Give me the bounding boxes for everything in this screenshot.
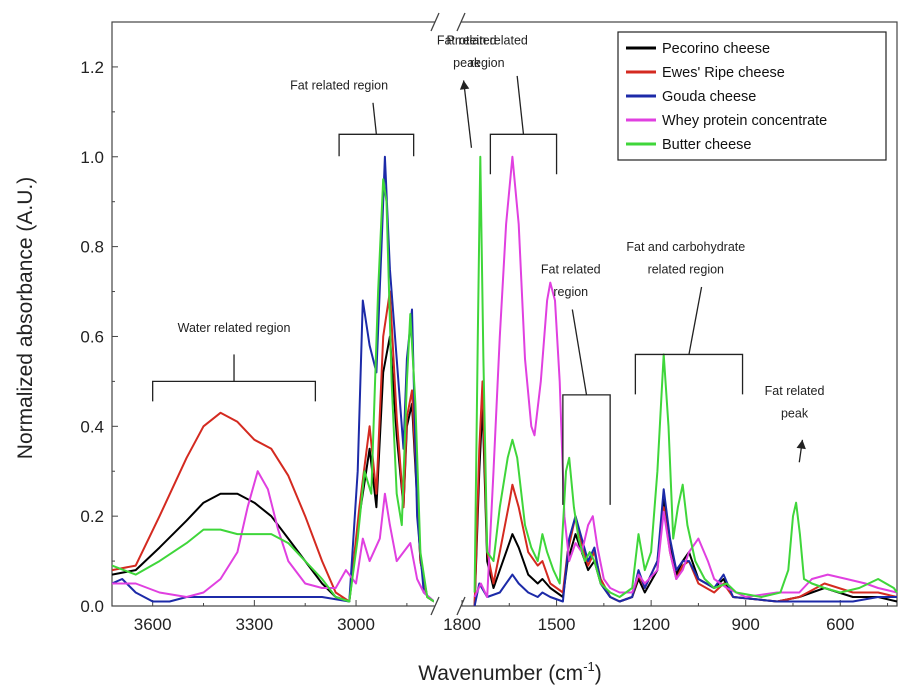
region-bracket <box>152 380 317 402</box>
bracket-leader <box>688 286 703 355</box>
axis-break-marks <box>430 12 466 616</box>
series-line <box>473 380 898 606</box>
y-axis-title: Normalized absorbance (A.U.) <box>14 177 37 459</box>
arrow-line <box>462 80 473 148</box>
bracket-leader <box>516 75 525 135</box>
annotation-label: region <box>553 285 588 299</box>
annotation-label: related region <box>648 263 724 277</box>
annotation-brackets <box>152 75 806 505</box>
x-axis-title-end: ) <box>595 662 602 685</box>
annotation-labels: Water related region Fat related region Fa… <box>178 33 825 420</box>
axis-ticks: 0.0 0.2 0.4 0.6 0.8 1.0 1.2 3600 3300 3000 1800 150… <box>80 58 889 634</box>
axis-break-slash <box>430 12 440 32</box>
legend-label: Gouda cheese <box>662 89 756 105</box>
annotation-label: Fat related <box>765 384 825 398</box>
x-tick-label: 1800 <box>443 615 481 634</box>
x-axis-title-main: Wavenumber (cm <box>418 662 583 685</box>
x-tick-label: 3300 <box>235 615 273 634</box>
annotation-label: Fat and carbohydrate <box>626 240 745 254</box>
y-tick-label: 0.8 <box>80 238 104 257</box>
y-tick-label: 1.2 <box>80 58 104 77</box>
arrow-head <box>796 439 806 450</box>
axis-break-slash <box>430 596 440 616</box>
legend-label: Butter cheese <box>662 137 751 153</box>
x-axis-gap-top <box>435 14 461 30</box>
series-line <box>473 155 898 598</box>
legend-label: Whey protein concentrate <box>662 113 827 129</box>
y-tick-label: 0.4 <box>80 417 104 436</box>
legend-label: Ewes' Ripe cheese <box>662 65 785 81</box>
legend-label: Pecorino cheese <box>662 41 770 57</box>
x-axis-title: Wavenumber (cm-1) <box>418 659 602 685</box>
region-bracket <box>338 133 415 157</box>
x-axis-title-sup: -1 <box>583 659 595 674</box>
axis-break-slash <box>456 12 466 32</box>
region-bracket <box>489 133 558 175</box>
y-tick-label: 0.0 <box>80 597 104 616</box>
annotation-label: Protein related <box>447 33 528 47</box>
y-tick-label: 1.0 <box>80 148 104 167</box>
annotation-label: peak <box>453 56 481 70</box>
annotation-label: peak <box>781 406 809 420</box>
series-3 <box>112 155 898 603</box>
x-tick-label: 900 <box>732 615 760 634</box>
y-tick-label: 0.2 <box>80 507 104 526</box>
plot-area-border <box>111 21 898 607</box>
axis-break-slash <box>456 596 466 616</box>
series-group <box>112 155 898 606</box>
x-tick-label: 600 <box>826 615 854 634</box>
series-line <box>112 178 434 603</box>
annotation-label: Water related region <box>178 321 291 335</box>
region-bracket <box>634 353 744 395</box>
x-tick-label: 1200 <box>632 615 670 634</box>
arrow-head <box>459 80 470 90</box>
series-line <box>112 290 434 603</box>
annotation-label: Fat related region <box>290 78 388 92</box>
legend-box <box>617 31 887 161</box>
bracket-leader <box>571 309 588 395</box>
x-axis-gap <box>435 598 461 614</box>
annotation-label: Fat related <box>437 33 497 47</box>
region-bracket <box>562 394 611 505</box>
y-tick-label: 0.6 <box>80 327 104 346</box>
x-tick-label: 3000 <box>337 615 375 634</box>
legend: Pecorino cheese Ewes' Ripe cheese Gouda ch… <box>617 31 887 161</box>
series-line <box>112 470 434 603</box>
bracket-leader <box>372 102 378 135</box>
series-4 <box>112 155 898 603</box>
series-line <box>473 155 898 598</box>
x-tick-label: 3600 <box>134 615 172 634</box>
x-tick-label: 1500 <box>538 615 576 634</box>
annotation-label: region <box>470 56 505 70</box>
annotation-label: Fat related <box>541 263 601 277</box>
